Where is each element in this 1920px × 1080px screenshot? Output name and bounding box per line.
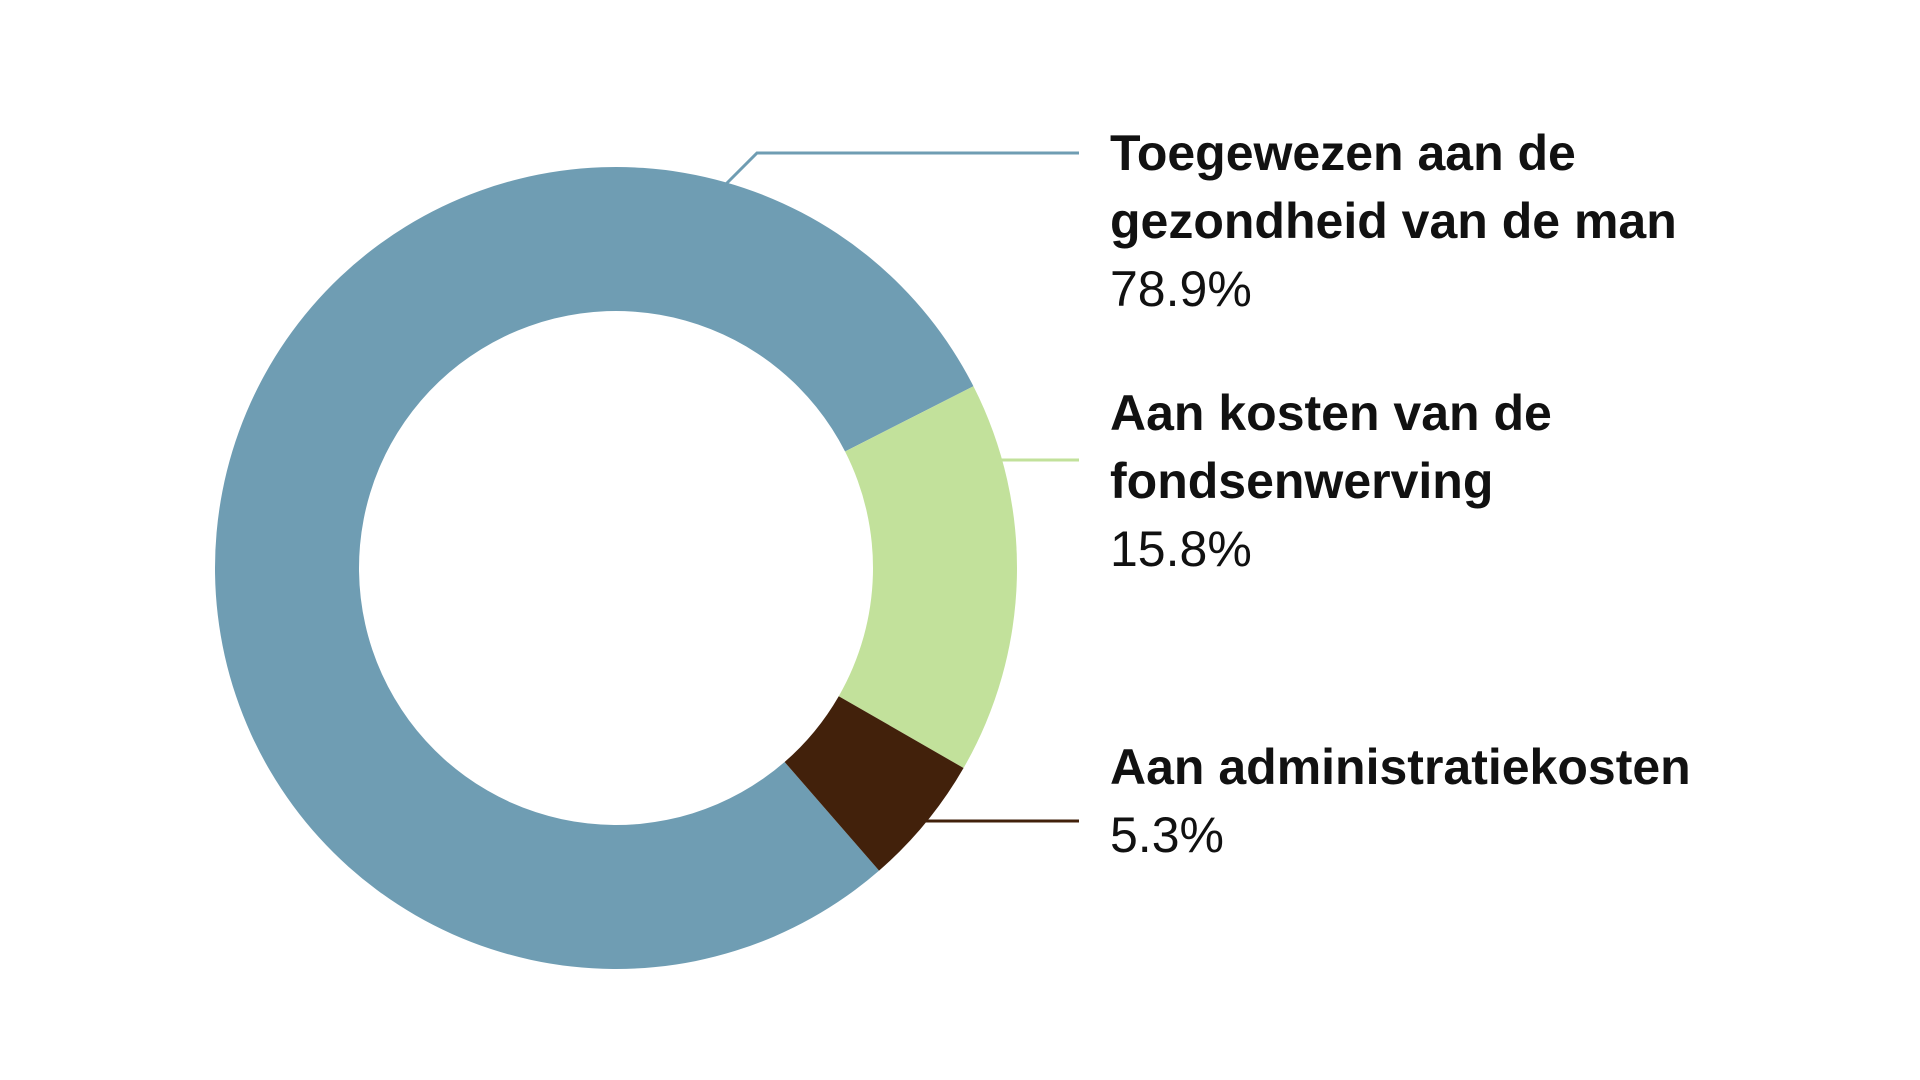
legend-label: Toegewezen aan de gezondheid van de man 7… [1110,119,1830,323]
leader-line [723,151,1079,187]
donut-segment [784,696,964,871]
category-name: Aan kosten van de fondsenwerving [1110,385,1552,509]
value-label: 5.3% [1110,807,1224,863]
category-name: Toegewezen aan de gezondheid van de man [1110,125,1677,249]
donut-segment [838,386,1018,769]
legend-label: Aan administratiekosten 5.3% [1110,733,1830,869]
donut-segment [215,166,974,969]
legend-label: Aan kosten van de fondsenwerving 15.8% [1110,379,1830,583]
value-label: 15.8% [1110,521,1252,577]
value-label: 78.9% [1110,261,1252,317]
category-name: Aan administratiekosten [1110,739,1691,795]
